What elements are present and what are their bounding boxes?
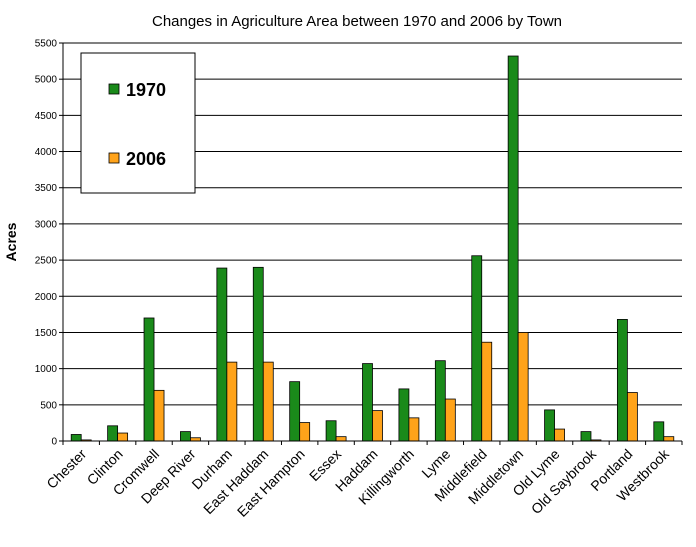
y-tick-label: 4500 (35, 111, 58, 122)
y-tick-label: 3000 (35, 219, 58, 230)
legend: 1970 2006 (80, 52, 196, 194)
bar-2006-old-lyme (554, 428, 565, 442)
bar-2006-killingworth (408, 417, 420, 442)
y-tick-label: 2500 (35, 256, 58, 267)
bar-1970-deep-river (180, 431, 191, 442)
bar-2006-haddam (372, 410, 383, 442)
bar-2006-durham (226, 361, 238, 442)
y-tick-label: 0 (51, 437, 57, 448)
y-tick-label: 3500 (35, 183, 58, 194)
legend-swatch-1970 (108, 83, 120, 95)
bar-2006-east-hampton (299, 422, 311, 442)
bar-2006-westbrook (663, 436, 675, 442)
legend-label-1970: 1970 (126, 80, 166, 100)
bar-1970-clinton (107, 425, 119, 442)
bar-1970-portland (616, 319, 628, 442)
bar-1970-lyme (434, 360, 446, 442)
bar-2006-east-haddam (262, 361, 274, 442)
legend-label-2006: 2006 (126, 149, 166, 169)
bar-1970-westbrook (653, 421, 665, 442)
bar-1970-old-lyme (544, 409, 555, 442)
bar-1970-old-saybrook (580, 431, 592, 442)
bar-1970-east-hampton (289, 381, 301, 442)
bar-1970-durham (216, 267, 228, 442)
bar-1970-cromwell (143, 317, 155, 442)
y-tick-labels: 0 500 1000 1500 2000 2500 3000 3500 4000 4500 5000… (35, 39, 58, 448)
chart-title: Changes in Agriculture Area between 1970… (152, 13, 562, 30)
bar-1970-middletown (507, 55, 519, 442)
bar-2006-portland (626, 392, 638, 442)
y-tick-label: 4000 (35, 147, 58, 158)
bars (70, 55, 675, 442)
axes (59, 42, 683, 445)
bar-2006-clinton (117, 432, 129, 442)
bar-2006-essex (335, 436, 347, 442)
y-tick-label: 500 (40, 400, 57, 411)
y-tick-label: 5500 (35, 39, 58, 50)
bar-1970-chester (70, 434, 82, 442)
bar-1970-essex (325, 420, 337, 442)
y-axis-label: Acres (3, 222, 19, 261)
bar-2006-lyme (444, 398, 456, 442)
bar-2006-middletown (517, 332, 529, 442)
y-tick-label: 5000 (35, 75, 58, 86)
x-tick-label: Chester (43, 446, 89, 492)
bar-1970-middlefield (471, 255, 483, 442)
legend-swatch-2006 (108, 152, 120, 164)
y-tick-label: 1000 (35, 364, 58, 375)
bar-2006-middlefield (481, 341, 493, 442)
y-tick-label: 1500 (35, 328, 58, 339)
y-tick-label: 2000 (35, 292, 58, 303)
bar-1970-killingworth (398, 388, 410, 442)
bar-1970-haddam (362, 363, 373, 442)
bar-1970-east-haddam (252, 266, 264, 442)
bar-2006-cromwell (153, 389, 165, 442)
legend-box (80, 52, 196, 194)
